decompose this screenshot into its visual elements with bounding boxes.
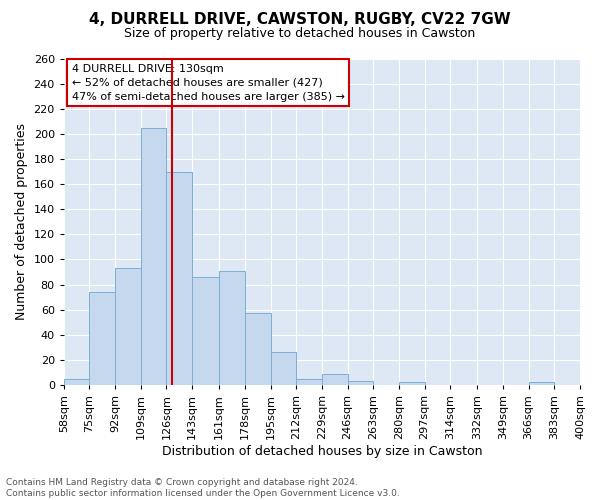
Bar	[347, 381, 373, 385]
Bar	[192, 277, 219, 385]
Bar	[115, 268, 141, 385]
Bar	[64, 378, 89, 385]
Bar	[322, 374, 347, 385]
Bar	[141, 128, 166, 385]
Bar	[166, 172, 192, 385]
Text: 4, DURRELL DRIVE, CAWSTON, RUGBY, CV22 7GW: 4, DURRELL DRIVE, CAWSTON, RUGBY, CV22 7…	[89, 12, 511, 28]
Bar	[245, 314, 271, 385]
Text: Size of property relative to detached houses in Cawston: Size of property relative to detached ho…	[124, 28, 476, 40]
Y-axis label: Number of detached properties: Number of detached properties	[15, 124, 28, 320]
Bar	[529, 382, 554, 385]
Bar	[89, 292, 115, 385]
Bar	[271, 352, 296, 385]
Bar	[296, 378, 322, 385]
X-axis label: Distribution of detached houses by size in Cawston: Distribution of detached houses by size …	[161, 444, 482, 458]
Text: 4 DURRELL DRIVE: 130sqm
← 52% of detached houses are smaller (427)
47% of semi-d: 4 DURRELL DRIVE: 130sqm ← 52% of detache…	[71, 64, 344, 102]
Bar	[399, 382, 425, 385]
Text: Contains HM Land Registry data © Crown copyright and database right 2024.
Contai: Contains HM Land Registry data © Crown c…	[6, 478, 400, 498]
Bar	[219, 271, 245, 385]
